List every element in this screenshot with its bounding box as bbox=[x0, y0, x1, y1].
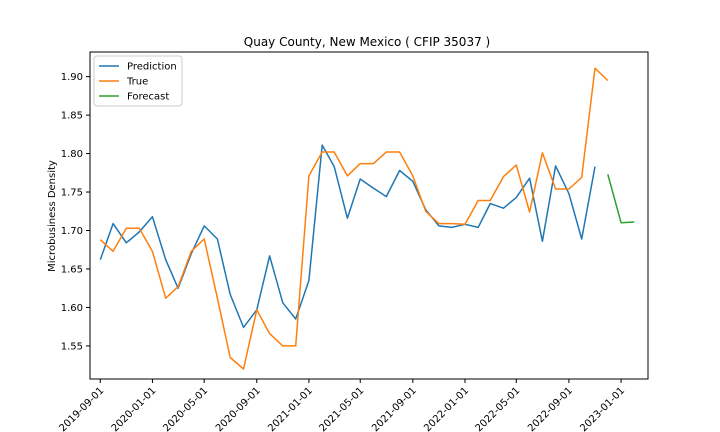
y-tick-label: 1.80 bbox=[61, 149, 83, 160]
x-tick-label: 2020-09-01 bbox=[214, 385, 263, 432]
x-tick-label: 2020-01-01 bbox=[110, 385, 159, 432]
x-tick-label: 2023-01-01 bbox=[578, 385, 627, 432]
x-tick-label: 2020-05-01 bbox=[161, 385, 210, 432]
x-tick-label: 2022-01-01 bbox=[422, 385, 471, 432]
y-tick-label: 1.90 bbox=[61, 72, 83, 83]
x-tick-label: 2021-01-01 bbox=[266, 385, 315, 432]
legend: Prediction True Forecast bbox=[93, 55, 183, 107]
legend-label-forecast: Forecast bbox=[127, 92, 169, 103]
series-line-forecast bbox=[607, 174, 635, 224]
plot-series bbox=[99, 67, 635, 370]
x-tick-label: 2022-05-01 bbox=[474, 385, 523, 432]
y-axis-label: Microbusiness Density bbox=[47, 160, 58, 272]
x-axis: 2019-09-01 2020-01-01 2020-05-01 2020-09-01… bbox=[58, 379, 627, 432]
y-tick-label: 1.70 bbox=[61, 226, 83, 237]
legend-label-prediction: Prediction bbox=[127, 62, 177, 73]
legend-label-true: True bbox=[126, 77, 148, 88]
series-line-prediction bbox=[99, 144, 596, 329]
y-tick-label: 1.60 bbox=[61, 303, 83, 314]
x-tick-label: 2019-09-01 bbox=[58, 385, 107, 432]
x-tick-label: 2021-05-01 bbox=[317, 385, 366, 432]
y-axis: 1.55 1.60 1.65 1.70 1.75 1.80 1.85 1.90 bbox=[61, 72, 90, 352]
legend-box bbox=[93, 55, 183, 107]
x-tick-label: 2022-09-01 bbox=[526, 385, 575, 432]
y-tick-label: 1.85 bbox=[61, 111, 83, 122]
series-line-true bbox=[99, 67, 609, 370]
chart-title: Quay County, New Mexico ( CFIP 35037 ) bbox=[244, 35, 490, 49]
y-tick-label: 1.55 bbox=[61, 341, 83, 352]
plot-frame bbox=[89, 51, 649, 380]
y-tick-label: 1.65 bbox=[61, 264, 83, 275]
y-tick-label: 1.75 bbox=[61, 188, 83, 199]
x-tick-label: 2021-09-01 bbox=[370, 385, 419, 432]
